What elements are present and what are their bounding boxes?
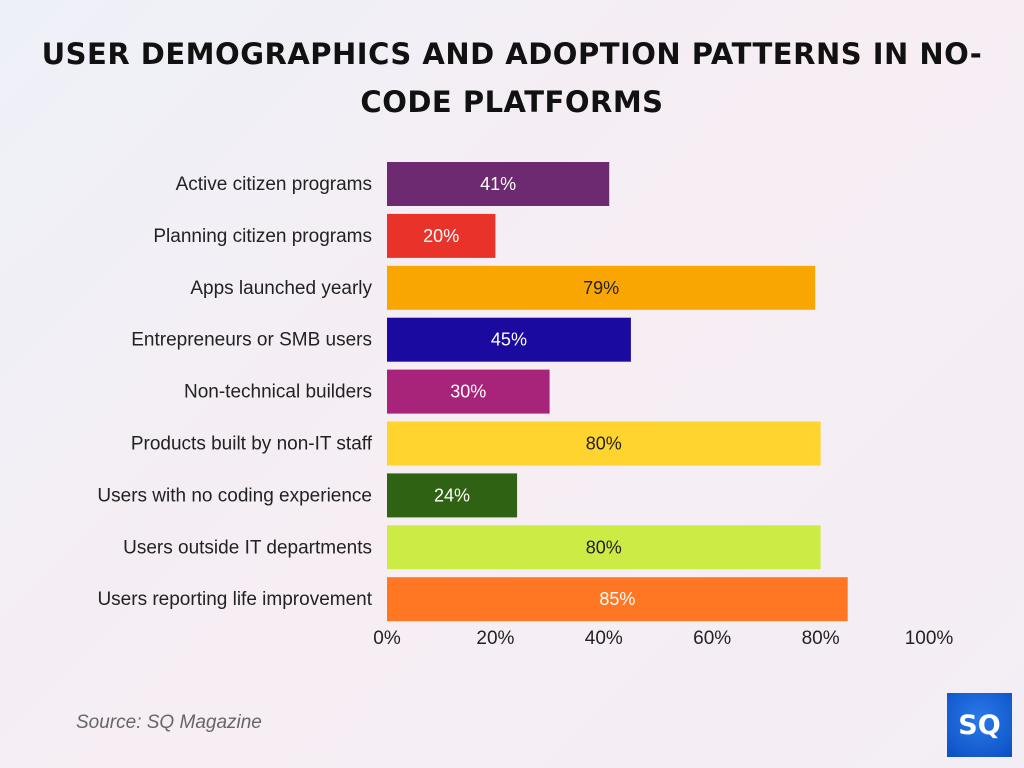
bar xyxy=(387,317,631,362)
data-label: 85% xyxy=(599,589,635,609)
data-label: 79% xyxy=(583,278,619,298)
data-label: 80% xyxy=(586,434,622,454)
data-label: 80% xyxy=(586,537,622,557)
data-label: 24% xyxy=(434,485,470,505)
category-label: Users reporting life improvement xyxy=(97,589,372,610)
x-tick-label: 60% xyxy=(693,628,731,649)
category-label: Planning citizen programs xyxy=(153,226,372,247)
category-label: Users with no coding experience xyxy=(97,485,372,506)
sq-logo: SQ xyxy=(947,693,1012,757)
bar xyxy=(387,369,550,414)
bar xyxy=(387,525,821,570)
bar xyxy=(387,421,821,466)
category-label: Non-technical builders xyxy=(184,382,372,403)
x-tick-label: 20% xyxy=(476,628,514,649)
bar xyxy=(387,577,848,622)
category-label: Apps launched yearly xyxy=(190,278,372,299)
category-label: Products built by non-IT staff xyxy=(131,434,373,455)
category-label: Active citizen programs xyxy=(176,174,372,195)
bar xyxy=(387,473,518,518)
data-label: 30% xyxy=(450,382,486,402)
data-label: 41% xyxy=(480,174,516,194)
x-tick-label: 0% xyxy=(373,628,401,649)
data-label: 20% xyxy=(423,226,459,246)
chart-title: USER DEMOGRAPHICS AND ADOPTION PATTERNS … xyxy=(41,37,983,119)
category-label: Users outside IT departments xyxy=(123,537,372,558)
x-tick-label: 40% xyxy=(585,628,623,649)
category-label: Entrepreneurs or SMB users xyxy=(131,330,372,351)
data-label: 45% xyxy=(491,330,527,350)
logo-text: SQ xyxy=(958,709,1001,741)
x-tick-label: 100% xyxy=(905,628,954,649)
x-tick-label: 80% xyxy=(802,628,840,649)
bar xyxy=(387,265,816,310)
source-note: Source: SQ Magazine xyxy=(76,712,262,733)
bar xyxy=(387,213,496,258)
bar xyxy=(387,162,610,206)
